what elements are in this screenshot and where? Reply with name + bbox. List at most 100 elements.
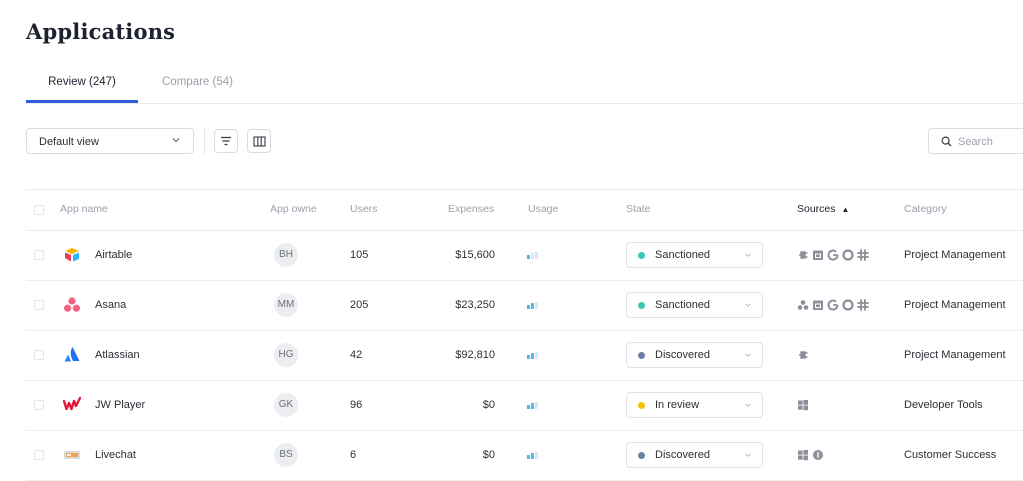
owner-avatar[interactable]: GK: [274, 393, 298, 417]
google-icon: [827, 299, 839, 311]
expenses-value: $0: [482, 449, 495, 461]
asana-icon: [797, 299, 809, 311]
col-expenses[interactable]: Expenses: [448, 203, 495, 215]
state-select[interactable]: Discovered: [626, 442, 763, 468]
col-app-name[interactable]: App name: [60, 203, 108, 215]
applications-table: App name App owne Users Expenses Usage S…: [26, 189, 1023, 481]
windows-icon: [797, 449, 809, 461]
category: Customer Success: [904, 449, 997, 461]
users-count: 6: [350, 449, 357, 461]
expenses-value: $23,250: [455, 299, 495, 311]
state-label: Sanctioned: [655, 249, 711, 261]
table-row[interactable]: Atlassian HG 42 $92,810 Discovered Proje…: [26, 331, 1023, 381]
filter-icon: [221, 136, 231, 146]
calendar-icon: [812, 249, 824, 261]
col-sources[interactable]: Sources ▲: [797, 203, 849, 215]
table-row[interactable]: Airtable BH 105 $15,600 Sanctioned Proje…: [26, 231, 1023, 281]
table-row[interactable]: Asana MM 205 $23,250 Sanctioned Project …: [26, 281, 1023, 331]
col-usage[interactable]: Usage: [528, 203, 559, 215]
usage-indicator: [527, 252, 541, 259]
usage-indicator: [527, 452, 541, 459]
col-state[interactable]: State: [626, 203, 651, 215]
state-select[interactable]: Sanctioned: [626, 292, 763, 318]
state-label: Sanctioned: [655, 299, 711, 311]
expenses-value: $15,600: [455, 249, 495, 261]
page-title: Applications: [26, 19, 176, 44]
owner-avatar[interactable]: HG: [274, 343, 298, 367]
app-name[interactable]: Atlassian: [95, 349, 140, 361]
usage-indicator: [527, 302, 541, 309]
state-label: Discovered: [655, 449, 711, 461]
category: Developer Tools: [904, 399, 983, 411]
tab-bar: Review (247) Compare (54): [26, 66, 1023, 104]
col-category[interactable]: Category: [904, 203, 947, 215]
state-select[interactable]: Sanctioned: [626, 242, 763, 268]
sources-icons: [797, 399, 809, 411]
search-field[interactable]: Search: [928, 128, 1023, 154]
state-label: Discovered: [655, 349, 711, 361]
state-select[interactable]: Discovered: [626, 342, 763, 368]
category: Project Management: [904, 299, 1006, 311]
owner-avatar[interactable]: BH: [274, 243, 298, 267]
view-select[interactable]: Default view: [26, 128, 194, 154]
active-tab-indicator: [26, 100, 138, 103]
plug-icon: [797, 349, 809, 361]
row-checkbox[interactable]: [34, 300, 44, 310]
owner-avatar[interactable]: MM: [274, 293, 298, 317]
state-dot: [638, 402, 645, 409]
users-count: 105: [350, 249, 369, 261]
chevron-down-icon: [745, 253, 751, 257]
app-name[interactable]: JW Player: [95, 399, 146, 411]
search-icon: [941, 136, 952, 147]
sources-icons: [797, 449, 824, 461]
sources-icons: [797, 299, 869, 311]
app-name[interactable]: Airtable: [95, 249, 133, 261]
slack-icon: [857, 299, 869, 311]
usage-indicator: [527, 352, 541, 359]
select-all-checkbox[interactable]: [34, 205, 44, 215]
col-app-owner[interactable]: App owne: [270, 203, 317, 215]
expenses-value: $0: [482, 399, 495, 411]
app-logo-icon: [63, 346, 81, 364]
tab-compare[interactable]: Compare (54): [162, 76, 233, 88]
row-checkbox[interactable]: [34, 400, 44, 410]
app-logo-icon: [63, 296, 81, 314]
circle-icon: [842, 299, 854, 311]
chevron-down-icon: [745, 403, 751, 407]
col-sources-label: Sources: [797, 203, 836, 215]
app-logo-icon: [63, 446, 81, 464]
columns-button[interactable]: [247, 129, 271, 153]
owner-avatar[interactable]: BS: [274, 443, 298, 467]
app-logo-icon: [63, 246, 81, 264]
state-dot: [638, 452, 645, 459]
col-users[interactable]: Users: [350, 203, 378, 215]
filter-button[interactable]: [214, 129, 238, 153]
sources-icons: [797, 349, 809, 361]
category: Project Management: [904, 349, 1006, 361]
row-checkbox[interactable]: [34, 450, 44, 460]
table-row[interactable]: JW Player GK 96 $0 In review Developer T…: [26, 381, 1023, 431]
tab-review[interactable]: Review (247): [48, 76, 116, 88]
windows-icon: [797, 399, 809, 411]
app-name[interactable]: Livechat: [95, 449, 136, 461]
state-dot: [638, 302, 645, 309]
plug-icon: [797, 249, 809, 261]
state-dot: [638, 252, 645, 259]
users-count: 96: [350, 399, 363, 411]
state-label: In review: [655, 399, 700, 411]
table-header: App name App owne Users Expenses Usage S…: [26, 189, 1023, 231]
app-name[interactable]: Asana: [95, 299, 127, 311]
chevron-down-icon: [745, 453, 751, 457]
row-checkbox[interactable]: [34, 250, 44, 260]
state-select[interactable]: In review: [626, 392, 763, 418]
app-logo-icon: [62, 396, 82, 414]
row-checkbox[interactable]: [34, 350, 44, 360]
view-select-label: Default view: [39, 136, 99, 148]
sort-ascending-icon: ▲: [841, 205, 850, 214]
info-circle-icon: [812, 449, 824, 461]
chevron-down-icon: [172, 138, 180, 143]
calendar-icon: [812, 299, 824, 311]
search-placeholder: Search: [958, 136, 993, 148]
users-count: 42: [350, 349, 363, 361]
table-row[interactable]: Livechat BS 6 $0 Discovered Customer Suc…: [26, 431, 1023, 481]
